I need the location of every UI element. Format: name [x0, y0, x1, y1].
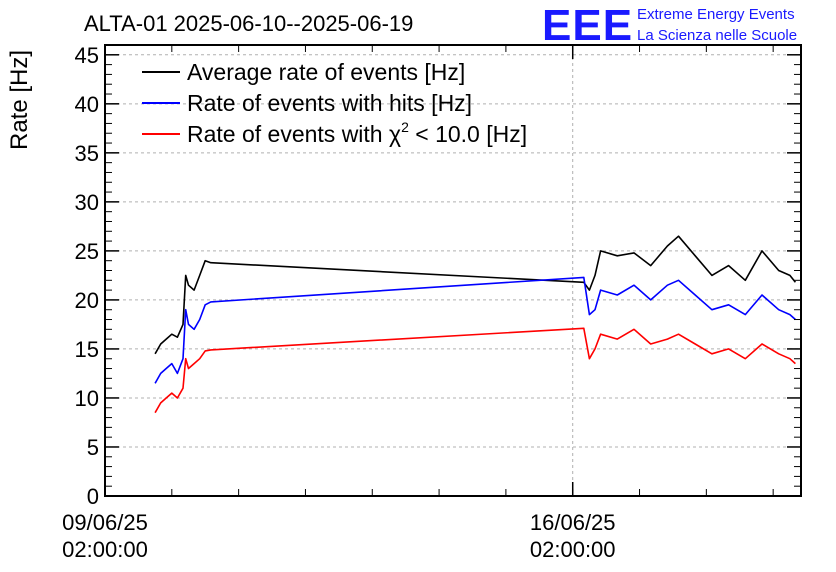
x-tick-date: 09/06/25 [62, 510, 148, 535]
series-line-3 [154, 327, 796, 414]
y-tick-label: 40 [75, 92, 99, 117]
y-tick-label: 20 [75, 288, 99, 313]
y-axis-title: Rate [Hz] [6, 50, 33, 150]
legend-chi2-prefix: Rate of events with χ [187, 121, 401, 147]
series-line-2 [154, 276, 796, 384]
legend-entry-average: Average rate of events [Hz] [187, 59, 465, 85]
y-tick-label: 15 [75, 337, 99, 362]
eee-logo: EEE Extreme Energy Events La Scienza nel… [542, 1, 797, 50]
y-tick-labels: 0 5 10 15 20 25 30 35 40 45 [75, 43, 99, 509]
y-tick-label: 30 [75, 190, 99, 215]
logo-line-1: Extreme Energy Events [637, 6, 795, 23]
logo-letters: EEE [542, 1, 633, 50]
legend-chi2-suffix: < 10.0 [Hz] [409, 121, 527, 147]
chart-title: ALTA-01 2025-06-10--2025-06-19 [84, 11, 413, 36]
legend: Average rate of events [Hz] Rate of even… [142, 59, 527, 147]
grid [104, 45, 801, 496]
x-tick-time: 02:00:00 [530, 537, 616, 562]
y-tick-label: 25 [75, 239, 99, 264]
axis-ticks [104, 45, 801, 497]
x-tick-time: 02:00:00 [62, 537, 148, 562]
legend-entry-chi2: Rate of events with χ2 < 10.0 [Hz] [187, 119, 527, 147]
y-tick-label: 5 [87, 435, 99, 460]
series-lines [154, 235, 797, 414]
y-tick-label: 35 [75, 141, 99, 166]
x-tick-date: 16/06/25 [530, 510, 616, 535]
logo-line-2: La Scienza nelle Scuole [637, 27, 797, 44]
y-tick-label: 0 [87, 484, 99, 509]
y-tick-label: 10 [75, 386, 99, 411]
legend-entry-hits: Rate of events with hits [Hz] [187, 90, 472, 116]
series-line-1 [154, 235, 797, 355]
y-tick-label: 45 [75, 43, 99, 68]
legend-chi2-sup: 2 [401, 119, 409, 135]
